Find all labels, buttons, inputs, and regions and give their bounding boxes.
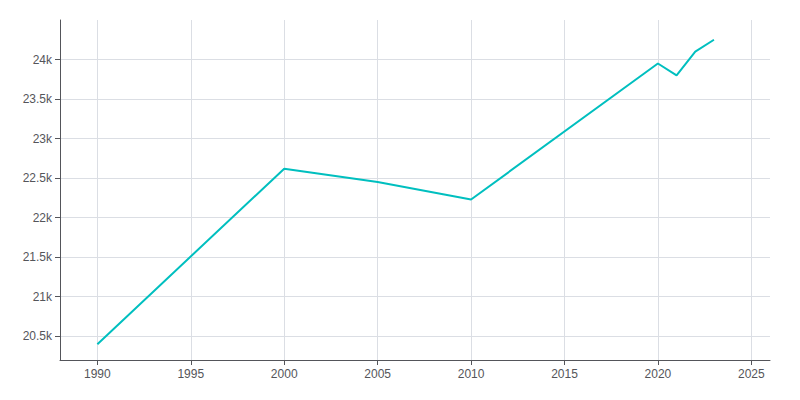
svg-text:2005: 2005 (364, 367, 391, 381)
svg-text:2025: 2025 (738, 367, 765, 381)
svg-text:21.5k: 21.5k (23, 250, 53, 264)
svg-text:22.5k: 22.5k (23, 171, 53, 185)
svg-text:2015: 2015 (551, 367, 578, 381)
svg-text:1995: 1995 (177, 367, 204, 381)
svg-text:2010: 2010 (458, 367, 485, 381)
svg-text:23.5k: 23.5k (23, 92, 53, 106)
svg-text:23k: 23k (33, 132, 53, 146)
svg-text:2000: 2000 (271, 367, 298, 381)
svg-text:22k: 22k (33, 211, 53, 225)
svg-text:24k: 24k (33, 53, 53, 67)
svg-text:1990: 1990 (84, 367, 111, 381)
svg-text:21k: 21k (33, 290, 53, 304)
svg-text:20.5k: 20.5k (23, 329, 53, 343)
svg-text:2020: 2020 (645, 367, 672, 381)
